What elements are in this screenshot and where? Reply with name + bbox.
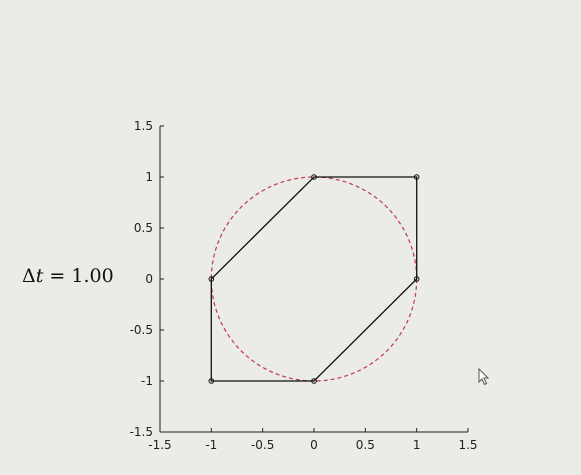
y-tick-label: 0.5: [134, 221, 153, 235]
y-tick-label: -1: [141, 374, 153, 388]
x-tick-label: 0: [310, 438, 318, 452]
x-tick-label: -1: [205, 438, 217, 452]
time-step-label: Δt = 1.00: [22, 265, 114, 287]
y-tick-label: -1.5: [130, 425, 153, 439]
time-variable: t: [35, 265, 44, 287]
x-tick-label: 0.5: [356, 438, 375, 452]
y-tick-label: 1: [145, 170, 153, 184]
series-layer: [208, 174, 420, 384]
trajectory-line: [210, 176, 418, 382]
x-tick-label: 1.5: [458, 438, 477, 452]
x-tick-label: -1.5: [148, 438, 171, 452]
trajectory-point: [311, 174, 317, 180]
x-tick-label: 1: [413, 438, 421, 452]
mouse-cursor-icon: [478, 368, 490, 386]
trajectory-point: [311, 378, 317, 384]
axes: [159, 126, 468, 433]
trajectory-point: [413, 174, 420, 180]
trajectory-point: [413, 276, 420, 282]
trajectory-point: [208, 378, 215, 384]
x-tick-label: -0.5: [251, 438, 274, 452]
y-axis-ticks: -1.5 -1 -0.5 0 0.5 1 1.5: [130, 119, 164, 439]
x-axis-ticks: -1.5 -1 -0.5 0 0.5 1 1.5: [148, 428, 478, 452]
equals-sign: =: [43, 265, 72, 287]
reference-circle: [210, 176, 418, 382]
y-tick-label: -0.5: [130, 323, 153, 337]
time-step-value: 1.00: [71, 265, 114, 287]
y-tick-label: 0: [145, 272, 153, 286]
y-tick-label: 1.5: [134, 119, 153, 133]
trajectory-point: [208, 276, 215, 282]
delta-symbol: Δ: [22, 265, 36, 287]
